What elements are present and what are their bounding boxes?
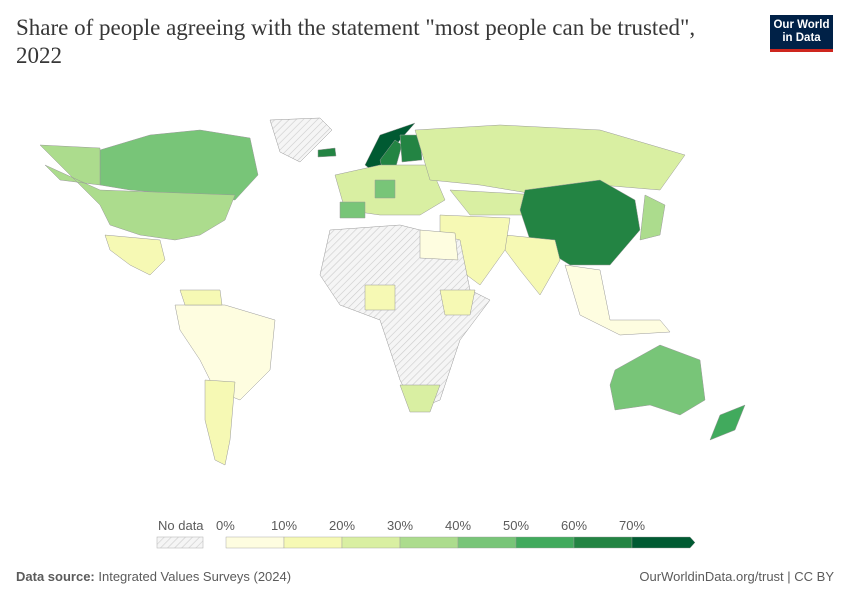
region-egypt[interactable] <box>419 229 459 261</box>
region-finland[interactable] <box>399 134 423 163</box>
legend-bin-7[interactable] <box>631 536 696 549</box>
source-text: Integrated Values Surveys (2024) <box>98 569 292 584</box>
chart-title: Share of people agreeing with the statem… <box>16 15 696 68</box>
owid-logo[interactable]: Our World in Data <box>770 15 833 52</box>
region-greenland[interactable] <box>269 117 333 163</box>
logo-line1: Our World <box>773 19 830 31</box>
region-russia[interactable] <box>414 124 686 196</box>
legend: No data 0% 10% 20% 30% 40% 50% 60% 70% <box>0 510 850 555</box>
legend-bin-0[interactable] <box>225 536 285 549</box>
region-brazil[interactable] <box>174 304 276 401</box>
region-argentina[interactable] <box>204 379 236 466</box>
region-canada[interactable] <box>99 129 259 201</box>
region-southeast-asia[interactable] <box>564 264 671 336</box>
region-iceland[interactable] <box>317 147 337 158</box>
source-label: Data source: <box>16 569 95 584</box>
logo-line2: in Data <box>782 32 821 44</box>
legend-tick-label: 0% <box>216 518 235 533</box>
region-new-zealand[interactable] <box>709 404 746 441</box>
region-germany[interactable] <box>374 179 396 199</box>
legend-tick-label: 60% <box>560 518 588 533</box>
legend-scale <box>156 536 696 549</box>
legend-bin-1[interactable] <box>283 536 343 549</box>
legend-bin-5[interactable] <box>515 536 575 549</box>
world-map <box>39 117 746 466</box>
region-nigeria[interactable] <box>364 284 396 311</box>
region-south-africa[interactable] <box>399 384 441 413</box>
legend-bin-6[interactable] <box>573 536 633 549</box>
region-japan[interactable] <box>639 194 666 241</box>
legend-tick-label: 30% <box>386 518 414 533</box>
data-source: Data source: Integrated Values Surveys (… <box>16 569 291 584</box>
source-link[interactable]: OurWorldinData.org/trust | CC BY <box>639 569 834 584</box>
legend-bin-2[interactable] <box>341 536 401 549</box>
legend-no-data-label: No data <box>158 518 204 533</box>
legend-tick-label: 40% <box>444 518 472 533</box>
region-mexico[interactable] <box>104 234 166 276</box>
region-spain[interactable] <box>339 201 366 219</box>
region-australia[interactable] <box>609 344 706 416</box>
region-united-states[interactable] <box>39 144 236 241</box>
region-africa-mostly[interactable] <box>319 224 491 411</box>
region-ethiopia[interactable] <box>439 289 476 316</box>
region-india[interactable] <box>504 234 561 296</box>
legend-tick-label: 70% <box>618 518 646 533</box>
legend-tick-label: 10% <box>270 518 298 533</box>
legend-no-data-swatch <box>156 536 204 549</box>
legend-bin-4[interactable] <box>457 536 517 549</box>
legend-tick-label: 20% <box>328 518 356 533</box>
legend-tick-label: 50% <box>502 518 530 533</box>
region-venezuela[interactable] <box>179 289 223 306</box>
legend-bin-3[interactable] <box>399 536 459 549</box>
